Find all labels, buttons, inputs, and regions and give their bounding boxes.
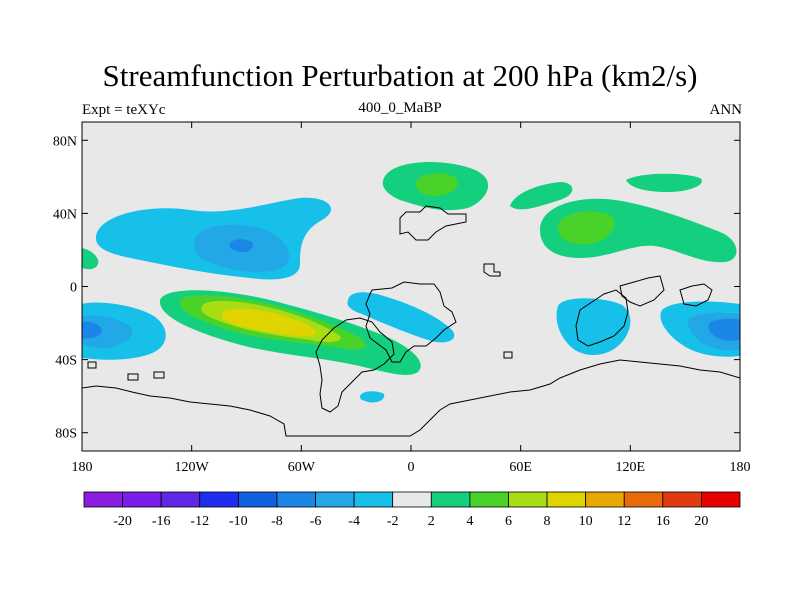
colorbar-label: -4 <box>348 514 360 529</box>
colorbar-box-2 <box>160 491 201 508</box>
colorbar-box-1 <box>122 491 162 508</box>
axis-ticks: 180 120W 60W 0 60E 120E 180 80N 40N 0 40S 80S <box>53 122 751 475</box>
colorbar-box-9 <box>430 491 471 508</box>
x-tick-label: 180 <box>730 460 751 475</box>
outline-asia-islands <box>619 275 713 307</box>
contour-fills <box>82 162 740 403</box>
contour-smallneg <box>360 391 385 403</box>
y-tick-label: 40S <box>55 354 77 369</box>
x-tick-label: 60E <box>509 460 532 475</box>
outline-small-islands <box>87 263 513 381</box>
colorbar-box-6 <box>315 491 355 508</box>
y-tick-label: 0 <box>70 281 77 296</box>
colorbar-label: -10 <box>229 514 248 529</box>
colorbar-box-13 <box>585 491 625 508</box>
contour-indian-neg4 <box>556 298 631 355</box>
contour-atl-neg4 <box>347 292 455 343</box>
colorbar-box-11 <box>508 491 548 508</box>
colorbar-label: -20 <box>113 514 132 529</box>
colorbar-label: 12 <box>617 514 631 529</box>
y-tick-label: 80N <box>53 134 77 149</box>
colorbar-box-5 <box>276 491 316 508</box>
outline-australia <box>575 289 629 347</box>
contour-spac-neg8 <box>82 321 102 339</box>
contour-npac-4 <box>626 173 702 192</box>
x-tick-label: 180 <box>72 460 93 475</box>
contour-wpac-neg8 <box>708 318 740 341</box>
colorbar-label: -16 <box>152 514 171 529</box>
colorbar-label: 8 <box>544 514 551 529</box>
contour-neasia-4 <box>510 182 573 210</box>
colorbar-box-3 <box>199 491 239 508</box>
colorbar-label: 10 <box>579 514 593 529</box>
continent-outlines <box>82 205 740 437</box>
colorbar-label: -6 <box>310 514 322 529</box>
colorbar-box-16 <box>701 491 741 508</box>
contour-npac-neg8 <box>229 239 254 253</box>
colorbar-label: -2 <box>387 514 399 529</box>
colorbar-label: 4 <box>466 514 473 529</box>
colorbar-label: 2 <box>428 514 435 529</box>
y-tick-label: 40N <box>53 207 77 222</box>
colorbar-label: -8 <box>271 514 283 529</box>
colorbar-box-4 <box>237 491 278 508</box>
experiment-label: Expt = teXYc <box>82 102 166 118</box>
colorbar-box-8 <box>392 491 432 508</box>
colorbar-box-0 <box>83 491 123 508</box>
colorbar-label: 20 <box>694 514 708 529</box>
colorbar-label: 6 <box>505 514 512 529</box>
colorbar-box-7 <box>353 491 394 508</box>
colorbar-label: -12 <box>190 514 209 529</box>
y-tick-label: 80S <box>55 427 77 442</box>
period-label: 400_0_MaBP <box>358 100 442 116</box>
season-label: ANN <box>709 102 743 118</box>
outline-antarctica <box>82 359 740 437</box>
contour-westedge-4 <box>82 248 99 270</box>
contour-eastasia-6 <box>557 211 615 245</box>
x-tick-label: 60W <box>288 460 316 475</box>
colorbar-box-14 <box>623 491 664 508</box>
chart-title: Streamfunction Perturbation at 200 hPa (… <box>102 58 698 93</box>
contour-europe-6 <box>415 173 458 196</box>
colorbar-label: 16 <box>656 514 670 529</box>
x-tick-label: 120W <box>175 460 210 475</box>
x-tick-label: 120E <box>616 460 646 475</box>
colorbar-box-12 <box>546 491 587 508</box>
outline-south-america <box>315 317 395 413</box>
outline-europe-africa <box>365 205 467 363</box>
x-tick-label: 0 <box>408 460 415 475</box>
contour-satl-8 <box>222 308 317 337</box>
colorbar-box-10 <box>469 491 509 508</box>
colorbar-box-15 <box>662 491 702 508</box>
colorbar: -20 -16 -12 -10 -8 -6 -4 -2 2 4 6 8 10 12 16 20 <box>83 491 741 529</box>
